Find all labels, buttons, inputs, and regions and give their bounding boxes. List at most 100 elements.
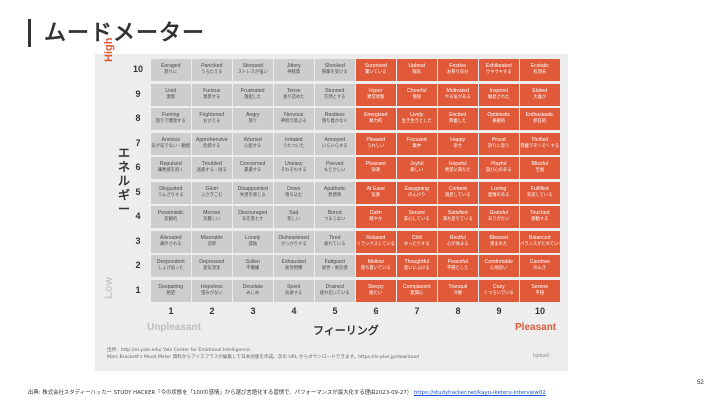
mood-word-ja: 悲惨 [207,241,217,247]
mood-cell: Serene 平穏 [520,279,560,302]
mood-cell: Thoughtful 思いにふける [397,255,437,277]
mood-word-ja: 意気消沈 [203,266,221,271]
mood-cell: Enraged 怒りに [151,59,191,81]
mood-word-ja: 孤独 [248,241,258,247]
mood-cell: Comfortable 心地良い [479,255,519,277]
mood-cell: Ecstatic 有頂天 [520,59,560,81]
mood-word-ja: 触発された [488,94,510,100]
mood-cell: Playful 遊び心のある [479,157,519,179]
mood-word-ja: 気難しい [203,217,221,222]
mood-word-en: Despondent [156,259,185,265]
mood-word-en: Exhilarated [485,63,512,69]
mood-word-ja: 愛情のある [488,192,510,198]
mood-word-en: Balanced [528,234,551,241]
mood-cell: Content 満足している [438,181,478,204]
mood-cell: Elated 大喜び [520,83,560,106]
mood-word-ja: 遊び心のある [485,168,512,173]
mood-cell: Tired 疲れている [315,230,355,253]
mood-word-ja: 幸せ [453,143,463,149]
mood-word-ja: 茫然とする [324,94,346,100]
mood-cell: Uneasy そわそわする [274,157,314,179]
mood-cell: Cheerful 愉快 [397,83,437,106]
slide-footer: 出典: 株式会社スタディーハッカー STUDY HACKER「今の状態を「100… [28,388,546,396]
mood-word-en: Playful [490,161,507,167]
energy-level-number: 1 [135,284,141,295]
mood-cell: Thrilled 興奮でぞくぞくする [520,132,560,155]
mood-cell: Motivated やる気がある [438,83,478,106]
source-line-1: 出所：http://ei.yale.edu/ Yale Center for E… [107,348,252,353]
mood-word-en: Cheerful [406,87,427,94]
mood-word-en: Easygoing [404,185,429,192]
mood-cell: Complacent 無関心 [397,279,437,302]
unpleasant-label: Unpleasant [147,322,201,333]
mood-word-en: Peaceful [447,259,468,265]
mood-word-ja: 生き生きとした [401,119,432,124]
mood-word-ja: 集中 [412,143,422,149]
mood-cell: Angry 怒り [233,108,273,130]
mood-word-en: Fulfilled [530,185,549,192]
footer-link[interactable]: https://studyhacker.net/kayo-iketeru-int… [413,390,546,396]
mood-cell: Pessimistic 悲観的 [151,206,191,228]
mood-word-ja: うわついた [283,143,305,149]
mood-cell: Troubled 迷惑する・困る [192,157,232,179]
mood-cell: Shocked 衝撃を受ける [315,59,355,81]
mood-word-en: Discouraged [238,210,268,216]
mood-word-en: Disgusted [159,185,183,192]
mood-word-en: Depressed [199,259,225,265]
mood-cell: Furious 激怒する [192,83,232,106]
mood-cell: Hyper 異常状態 [356,83,396,106]
mood-word-en: Complacent [402,283,431,290]
mood-word-ja: 無感情 [328,192,342,198]
mood-cell: Glum ふさぎこむ [192,181,232,204]
energy-level-number: 2 [135,260,141,270]
mood-cell: Morose 気難しい [192,206,232,228]
mood-cell: Sad 悲しい [274,206,314,228]
mood-word-ja: つまらない [324,217,346,222]
mood-word-ja: 疎外される [160,241,182,247]
mood-word-ja: 感動する [531,217,549,222]
mood-word-en: Sleepy [367,283,384,290]
mood-word-ja: 疲労・倦怠感 [321,266,348,271]
mood-meter-figure: High Low エネルギー Enraged 怒りに Panicked うろたえる St… [95,38,568,371]
mood-word-ja: 興奮した [449,119,467,124]
mood-cell: Fatigued 疲労・倦怠感 [315,255,355,277]
mood-word-en: Peeved [325,161,344,167]
mood-cell: Satisfied 満ち足りている [438,206,478,228]
energy-level-number: 4 [135,211,141,221]
mood-word-ja: ストレスが強い [237,70,268,75]
mood-cell: Annoyed いらいらする [315,132,355,155]
mood-word-en: Fuming [162,112,180,118]
mood-cell: Sleepy 眠たい [356,279,396,302]
mood-word-ja: 危惧する [203,143,221,149]
mood-word-ja: 有頂天 [533,70,547,75]
mood-word-ja: 至福 [535,168,545,173]
mood-word-en: Festive [449,63,467,69]
mood-word-ja: 希望に満ちた [444,168,471,173]
mood-cell: Alienated 疎外される [151,230,191,253]
mood-cell: Concerned 憂慮する [233,157,273,179]
mood-word-ja: 激怒 [166,94,176,100]
mood-cell: Upbeat 陽気 [397,59,437,81]
mood-word-en: Focused [406,136,427,143]
mood-word-en: Troubled [201,161,222,167]
mood-word-en: Touched [529,210,550,216]
mood-cell: Nervous 神経が高ぶる [274,108,314,130]
mood-cell: Worried 心配する [233,132,273,155]
mood-word-en: Restless [324,112,345,118]
mood-word-en: Grateful [489,210,508,216]
mood-word-ja: 迷惑する・困る [196,168,227,173]
energy-level-number: 8 [135,113,141,123]
mood-word-en: Enraged [160,63,181,69]
mood-word-ja: 気楽 [371,192,381,198]
mood-word-ja: 平穏とした [447,266,469,271]
mood-word-en: Blissful [531,161,548,167]
mood-word-ja: 疲労困憊 [285,266,303,271]
feeling-axis-label: フィーリング [313,324,379,337]
mood-word-ja: 精力的 [369,119,383,124]
mood-cell: Disgusted うんざりする [151,181,191,204]
mood-word-en: Down [287,185,301,192]
mood-cell: Tranquil 冷静 [438,279,478,302]
mood-word-en: Spent [286,283,301,290]
mood-word-en: Upbeat [408,63,426,69]
mood-cell: Inspired 触発された [479,83,519,106]
